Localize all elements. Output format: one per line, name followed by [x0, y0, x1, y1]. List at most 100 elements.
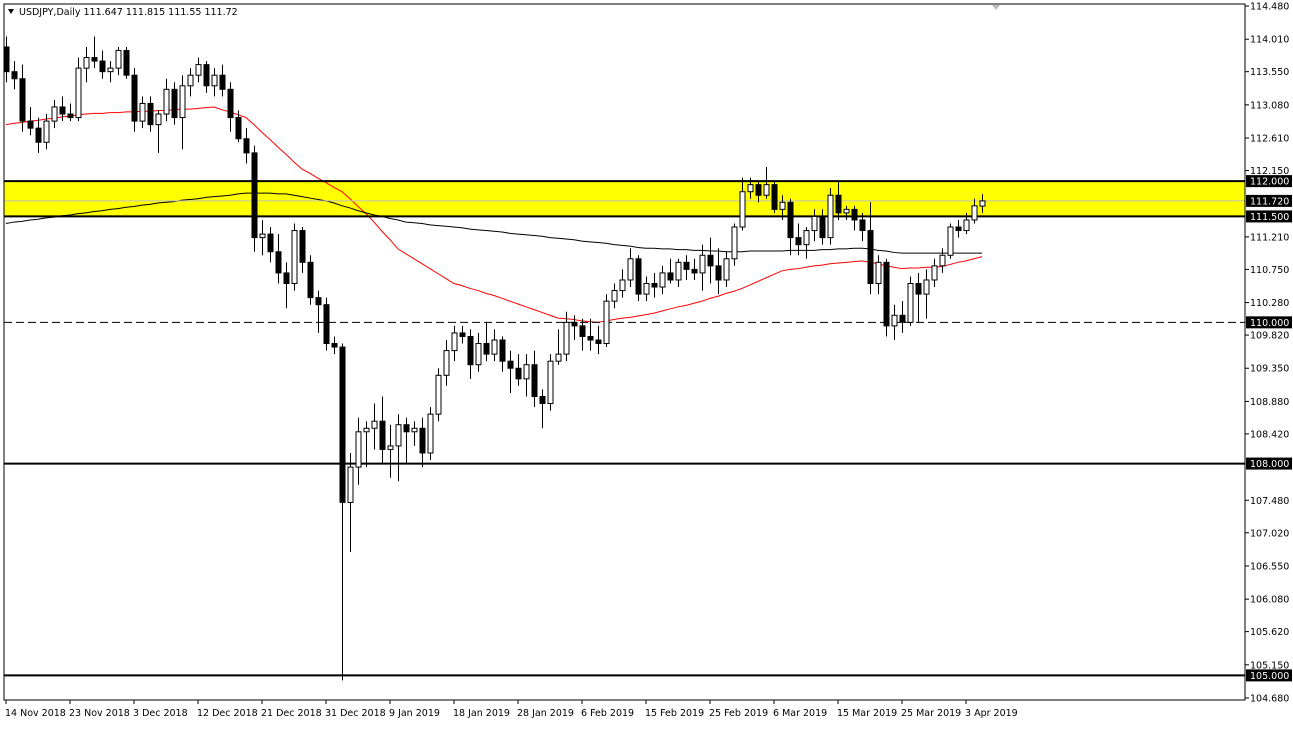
y-tick-label: 106.550 — [1250, 561, 1289, 572]
candle-body — [19, 78, 26, 122]
y-tick-label: 109.350 — [1250, 364, 1289, 375]
candle-body — [3, 46, 10, 73]
chart-header: USDJPY,Daily 111.647 111.815 111.55 111.… — [19, 7, 238, 18]
candle-body — [715, 265, 722, 281]
candle-body — [35, 127, 42, 143]
candle-body — [867, 230, 874, 285]
candle-body — [11, 71, 18, 80]
candle-body — [259, 233, 266, 239]
resistance-zone — [4, 181, 1245, 217]
candle-body — [907, 283, 914, 323]
candle-body — [579, 325, 586, 337]
moving-average-line — [5, 192, 982, 254]
x-tick-label: 23 Nov 2018 — [69, 708, 130, 719]
candle-body — [451, 332, 458, 352]
candle-body — [539, 395, 546, 405]
candle-body — [771, 184, 778, 210]
candle-body — [427, 413, 434, 454]
x-tick-label: 15 Feb 2019 — [645, 708, 704, 719]
candle-body — [843, 208, 850, 214]
candle-body — [203, 64, 210, 87]
y-tick-label: 105.620 — [1250, 627, 1289, 638]
level-label: 108.000 — [1250, 459, 1289, 470]
level-label: 111.720 — [1250, 196, 1289, 207]
candle-body — [67, 113, 74, 119]
candle-body — [179, 85, 186, 119]
candle-body — [339, 346, 346, 503]
candle-body — [219, 74, 226, 90]
candle-body — [331, 343, 338, 348]
level-label-box — [1246, 457, 1292, 470]
menu-triangle[interactable] — [8, 9, 14, 14]
level-label: 112.000 — [1250, 177, 1289, 188]
candle-body — [91, 57, 98, 62]
candle-body — [411, 427, 418, 433]
candle-body — [595, 339, 602, 345]
candle-body — [299, 230, 306, 263]
candle-body — [803, 230, 810, 246]
candle-body — [811, 215, 818, 232]
candle-body — [51, 106, 58, 122]
candle-body — [507, 360, 514, 369]
candle-body — [347, 466, 354, 503]
candle-body — [395, 424, 402, 447]
candle-body — [187, 74, 194, 87]
candle-body — [315, 297, 322, 306]
candle-body — [883, 261, 890, 327]
candle-body — [603, 300, 610, 345]
candle-body — [859, 219, 866, 232]
level-label-box — [1246, 194, 1292, 207]
candle-body — [291, 230, 298, 285]
x-tick-label: 15 Mar 2019 — [837, 708, 897, 719]
candle-body — [155, 113, 162, 126]
x-tick-label: 12 Dec 2018 — [197, 708, 258, 719]
candle-body — [963, 219, 970, 232]
candle-body — [515, 367, 522, 380]
level-label: 110.000 — [1250, 318, 1289, 329]
y-tick-label: 106.080 — [1250, 595, 1289, 606]
x-tick-label: 25 Feb 2019 — [709, 708, 768, 719]
candle-body — [531, 364, 538, 397]
candle-body — [139, 102, 146, 122]
y-tick-label: 110.280 — [1250, 298, 1289, 309]
level-label: 105.000 — [1250, 671, 1289, 682]
candle-body — [795, 237, 802, 246]
candle-body — [915, 283, 922, 295]
candle-body — [635, 258, 642, 295]
candle-body — [611, 290, 618, 302]
y-tick-label: 112.150 — [1250, 166, 1289, 177]
candle-body — [979, 200, 986, 207]
x-tick-label: 6 Feb 2019 — [581, 708, 634, 719]
y-tick-label: 114.480 — [1250, 2, 1289, 13]
candle-body — [227, 88, 234, 119]
candle-body — [643, 283, 650, 295]
candle-body — [947, 226, 954, 256]
candle-body — [147, 102, 154, 126]
candle-body — [563, 321, 570, 355]
x-tick-label: 21 Dec 2018 — [261, 708, 322, 719]
candle-body — [779, 201, 786, 210]
candle-body — [939, 254, 946, 267]
y-tick-label: 110.750 — [1250, 265, 1289, 276]
candle-body — [555, 353, 562, 362]
candle-body — [483, 343, 490, 355]
candle-body — [371, 420, 378, 429]
y-tick-label: 108.880 — [1250, 397, 1289, 408]
candle-body — [955, 226, 962, 232]
candle-body — [99, 60, 106, 73]
candle-body — [459, 332, 466, 337]
x-tick-label: 31 Dec 2018 — [325, 708, 386, 719]
candle-body — [659, 272, 666, 288]
candle-body — [851, 208, 858, 221]
candle-body — [675, 261, 682, 281]
candle-body — [243, 138, 250, 154]
x-tick-label: 6 Mar 2019 — [773, 708, 827, 719]
level-label-box — [1246, 316, 1292, 329]
candle-body — [723, 258, 730, 281]
candle-body — [571, 321, 578, 327]
level-label-box — [1246, 669, 1292, 682]
scroll-marker — [992, 5, 1000, 10]
